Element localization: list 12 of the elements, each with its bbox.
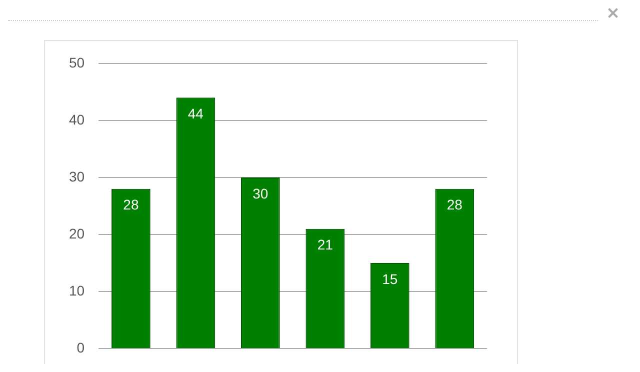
data-label: 15 bbox=[382, 270, 398, 287]
y-tick-label: 30 bbox=[68, 168, 85, 184]
data-label: 21 bbox=[317, 236, 334, 253]
y-tick-label: 50 bbox=[68, 54, 85, 70]
y-tick-label: 0 bbox=[76, 339, 85, 356]
data-label: 28 bbox=[446, 196, 463, 213]
data-label: 30 bbox=[252, 185, 268, 202]
data-label: 44 bbox=[188, 105, 204, 122]
y-tick-label: 20 bbox=[68, 225, 85, 242]
y-tick-label: 10 bbox=[68, 282, 85, 298]
data-label: 28 bbox=[123, 196, 139, 213]
y-tick-label: 40 bbox=[68, 111, 85, 128]
